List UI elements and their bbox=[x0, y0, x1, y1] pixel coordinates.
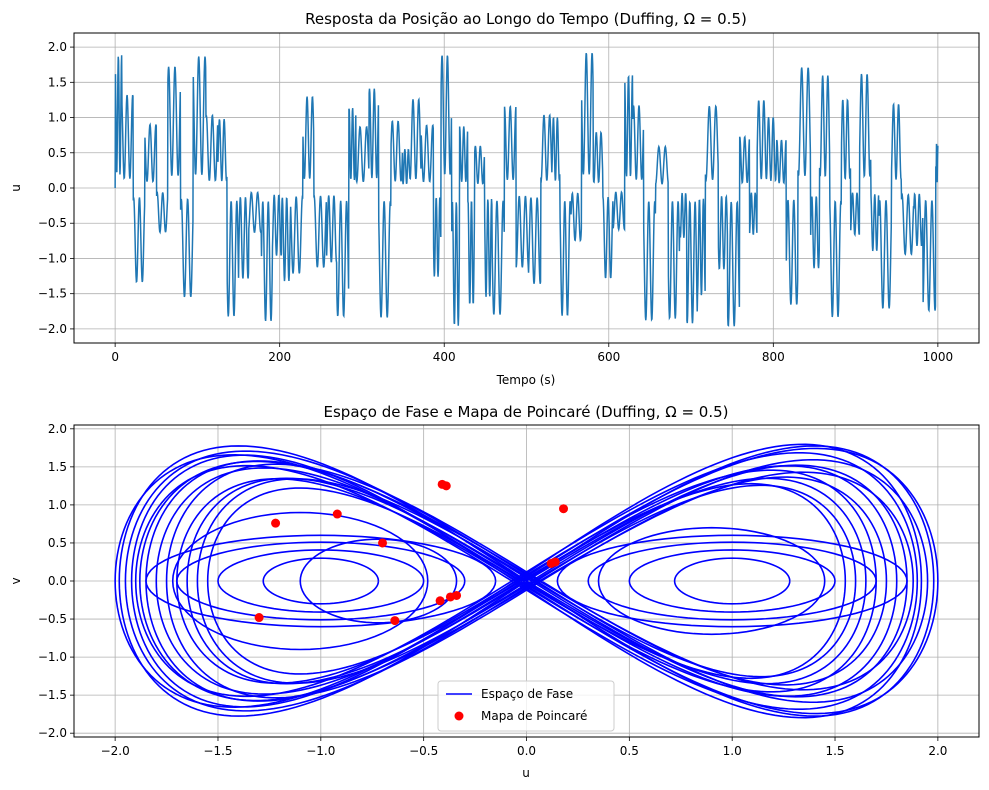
phase-orbit-figure-eight bbox=[196, 478, 857, 684]
x-tick-label: −0.5 bbox=[409, 744, 438, 758]
y-tick-label: 0.0 bbox=[48, 574, 67, 588]
phase-orbit-right bbox=[597, 526, 826, 636]
phase-orbit-left bbox=[171, 511, 429, 651]
poincare-point bbox=[254, 613, 264, 623]
phase-orbit-figure-eight bbox=[206, 482, 847, 680]
x-tick-label: 200 bbox=[268, 350, 291, 364]
y-tick-label: −1.5 bbox=[38, 287, 67, 301]
x-tick-label: −2.0 bbox=[101, 744, 130, 758]
poincare-point bbox=[445, 592, 455, 602]
phase-orbit-figure-eight bbox=[176, 469, 877, 693]
y-tick-label: −1.0 bbox=[38, 251, 67, 265]
x-tick-label: −1.5 bbox=[203, 744, 232, 758]
y-axis-ticks: −2.0 −1.5 −1.0 −0.5 0.0 0.5 1.0 1.5 2.0 bbox=[38, 40, 74, 336]
legend: Espaço de Fase Mapa de Poincaré bbox=[437, 680, 615, 732]
x-tick-label: 600 bbox=[597, 350, 620, 364]
poincare-point bbox=[559, 504, 569, 514]
y-axis-label: v bbox=[9, 577, 23, 584]
x-tick-label: 800 bbox=[762, 350, 785, 364]
phase-orbit-right bbox=[628, 549, 836, 613]
y-tick-label: 1.5 bbox=[48, 75, 67, 89]
legend-box bbox=[437, 680, 615, 732]
y-tick-label: −0.5 bbox=[38, 216, 67, 230]
chart-title: Resposta da Posição ao Longo do Tempo (D… bbox=[305, 10, 747, 28]
chart-title: Espaço de Fase e Mapa de Poincaré (Duffi… bbox=[324, 403, 729, 421]
phase-orbit-figure-eight bbox=[165, 463, 888, 699]
y-tick-label: 1.0 bbox=[48, 111, 67, 125]
y-axis-ticks: −2.0 −1.5 −1.0 −0.5 0.0 0.5 1.0 1.5 2.0 bbox=[38, 422, 74, 740]
y-tick-label: 1.0 bbox=[48, 498, 67, 512]
x-tick-label: 0 bbox=[111, 350, 119, 364]
grid bbox=[74, 33, 979, 343]
y-tick-label: 2.0 bbox=[48, 422, 67, 436]
time-series-line bbox=[114, 52, 939, 327]
y-axis-label: u bbox=[9, 184, 23, 192]
y-tick-label: 2.0 bbox=[48, 40, 67, 54]
y-tick-label: 0.0 bbox=[48, 181, 67, 195]
poincare-point bbox=[550, 557, 560, 567]
legend-marker-swatch bbox=[454, 711, 464, 721]
poincare-point bbox=[441, 481, 451, 491]
x-axis-label: Tempo (s) bbox=[496, 373, 556, 387]
x-tick-label: 1.5 bbox=[825, 744, 844, 758]
poincare-point bbox=[390, 616, 400, 626]
poincare-point bbox=[271, 518, 281, 528]
phase-orbit-right bbox=[673, 557, 791, 605]
plot-area bbox=[114, 52, 939, 327]
phase-orbit-figure-eight bbox=[155, 464, 898, 698]
x-tick-label: −1.0 bbox=[306, 744, 335, 758]
legend-entry-poincare: Mapa de Poincaré bbox=[481, 709, 587, 723]
x-axis-ticks: −2.0 −1.5 −1.0 −0.5 0.0 0.5 1.0 1.5 2.0 bbox=[101, 737, 947, 758]
y-tick-label: −1.0 bbox=[38, 650, 67, 664]
phase-orbit-right bbox=[556, 534, 908, 628]
legend-entry-phase-space: Espaço de Fase bbox=[481, 687, 573, 701]
x-tick-label: 400 bbox=[433, 350, 456, 364]
y-tick-label: −0.5 bbox=[38, 612, 67, 626]
y-tick-label: −2.0 bbox=[38, 726, 67, 740]
phase-orbit-figure-eight bbox=[118, 445, 935, 717]
x-tick-label: 1000 bbox=[923, 350, 954, 364]
poincare-point bbox=[332, 509, 342, 519]
y-tick-label: −1.5 bbox=[38, 688, 67, 702]
x-axis-label: u bbox=[522, 766, 530, 780]
y-tick-label: 0.5 bbox=[48, 146, 67, 160]
phase-orbit-right bbox=[587, 541, 877, 621]
phase-orbit-left bbox=[262, 557, 380, 605]
x-tick-label: 0.5 bbox=[620, 744, 639, 758]
time-response-chart: Resposta da Posição ao Longo do Tempo (D… bbox=[9, 10, 980, 387]
y-tick-label: 1.5 bbox=[48, 460, 67, 474]
phase-orbit-figure-eight bbox=[139, 460, 914, 702]
phase-orbit-left bbox=[217, 549, 425, 613]
phase-orbit-left bbox=[299, 538, 458, 624]
y-tick-label: 0.5 bbox=[48, 536, 67, 550]
phase-space-chart: Espaço de Fase e Mapa de Poincaré (Duffi… bbox=[9, 403, 980, 780]
poincare-point bbox=[435, 596, 445, 606]
x-axis-ticks: 0 200 400 600 800 1000 bbox=[111, 343, 953, 364]
x-tick-label: 0.0 bbox=[517, 744, 536, 758]
x-tick-label: 1.0 bbox=[723, 744, 742, 758]
x-tick-label: 2.0 bbox=[928, 744, 947, 758]
y-tick-label: −2.0 bbox=[38, 322, 67, 336]
poincare-point bbox=[378, 538, 388, 548]
plot-area bbox=[114, 443, 939, 719]
